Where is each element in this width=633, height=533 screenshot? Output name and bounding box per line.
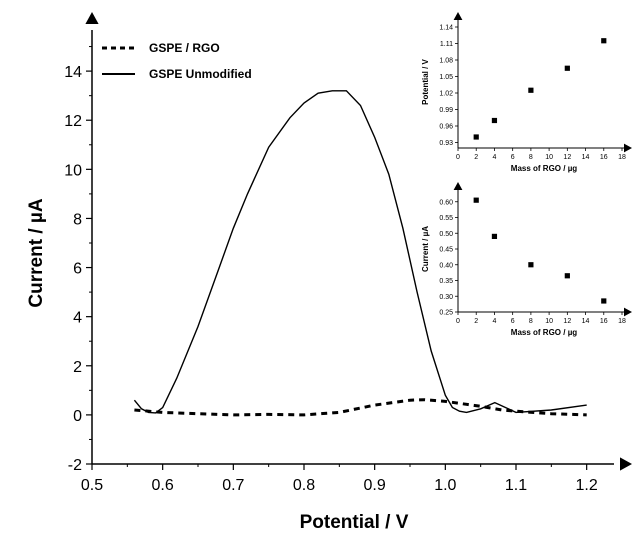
inset-bottom-y-axis-arrow <box>453 182 463 190</box>
inset-bottom-x-tick-label: 0 <box>456 318 460 325</box>
inset-top-x-tick-label: 10 <box>545 154 553 161</box>
inset-top-point <box>564 65 570 71</box>
inset-bottom-y-tick-label: 0.50 <box>439 231 453 238</box>
inset-bottom-x-tick-label: 10 <box>545 318 553 325</box>
inset-bottom-x-tick-label: 16 <box>600 318 608 325</box>
inset-top-point <box>473 134 479 140</box>
inset-top-x-tick-label: 18 <box>618 154 626 161</box>
inset-bottom-point <box>473 197 479 203</box>
inset-top-y-tick-label: 1.02 <box>439 91 453 98</box>
inset-top-y-tick-label: 0.99 <box>439 107 453 114</box>
inset-top-point <box>528 87 534 93</box>
inset-top-x-tick-label: 2 <box>474 154 478 161</box>
main-x-tick-label: 0.9 <box>364 477 386 494</box>
main-x-axis-title: Potential / V <box>300 512 409 533</box>
series-line-gspe-unmodified <box>133 90 587 414</box>
legend-label-0: GSPE / RGO <box>149 41 220 55</box>
inset-bottom-point <box>601 298 607 304</box>
main-y-axis-title: Current / µA <box>26 198 47 307</box>
main-x-tick-label: 1.2 <box>576 477 598 494</box>
inset-bottom-point <box>528 262 534 268</box>
inset-top-point <box>491 117 498 124</box>
inset-bottom-y-tick-label: 0.25 <box>439 310 453 317</box>
inset-bottom-y-tick-label: 0.35 <box>439 278 453 285</box>
main-y-tick-label: 6 <box>73 261 82 278</box>
inset-top-y-tick-label: 1.05 <box>439 74 453 81</box>
main-x-axis-arrow <box>620 457 632 471</box>
main-y-tick-label: -2 <box>68 457 82 474</box>
inset-top-point <box>601 38 607 44</box>
inset-top-x-axis-arrow <box>624 143 632 153</box>
main-y-tick-label: 0 <box>73 408 82 425</box>
inset-bottom-x-tick-label: 2 <box>474 318 478 325</box>
inset-top-x-axis-title: Mass of RGO / µg <box>511 164 578 173</box>
main-y-tick-label: 8 <box>73 211 82 228</box>
inset-top-x-tick-label: 8 <box>529 154 533 161</box>
inset-bottom-y-tick-label: 0.45 <box>439 247 453 254</box>
inset-top-y-tick-label: 0.93 <box>439 140 453 147</box>
legend-label-1: GSPE Unmodified <box>149 67 252 81</box>
main-y-tick-label: 14 <box>64 64 82 81</box>
inset-top-y-tick-label: 0.96 <box>439 124 453 131</box>
inset-bottom-x-axis-arrow <box>624 307 632 317</box>
inset-top-x-tick-label: 4 <box>492 154 496 161</box>
inset-bottom-y-tick-label: 0.55 <box>439 215 453 222</box>
main-x-tick-label: 0.7 <box>222 477 244 494</box>
inset-bottom-y-tick-label: 0.30 <box>439 294 453 301</box>
inset-bottom-y-axis-title: Current / µA <box>421 226 430 272</box>
main-y-tick-label: 10 <box>64 162 82 179</box>
main-x-tick-label: 1.1 <box>505 477 527 494</box>
inset-bottom-x-tick-label: 12 <box>563 318 571 325</box>
inset-bottom-x-tick-label: 14 <box>582 318 590 325</box>
inset-top-x-tick-label: 14 <box>582 154 590 161</box>
main-x-tick-label: 1.0 <box>434 477 456 494</box>
inset-top-y-tick-label: 1.14 <box>439 25 453 32</box>
inset-top-y-axis-title: Potential / V <box>421 58 430 104</box>
main-x-tick-label: 0.6 <box>152 477 174 494</box>
inset-bottom-point <box>564 273 570 279</box>
main-y-tick-label: 2 <box>73 359 82 376</box>
main-y-tick-label: 12 <box>64 113 82 130</box>
inset-bottom-x-tick-label: 6 <box>511 318 515 325</box>
inset-bottom-y-tick-label: 0.40 <box>439 262 453 269</box>
inset-top-y-tick-label: 1.11 <box>440 41 453 48</box>
inset-bottom-x-axis-title: Mass of RGO / µg <box>511 328 578 337</box>
inset-bottom-y-tick-label: 0.60 <box>439 199 453 206</box>
inset-top-x-tick-label: 16 <box>600 154 608 161</box>
inset-bottom-x-tick-label: 18 <box>618 318 626 325</box>
main-x-tick-label: 0.8 <box>293 477 315 494</box>
inset-bottom-x-tick-label: 8 <box>529 318 533 325</box>
inset-bottom-x-tick-label: 4 <box>492 318 496 325</box>
series-line-gspe-rgo <box>134 398 587 417</box>
main-x-tick-label: 0.5 <box>81 477 103 494</box>
inset-top-x-tick-label: 6 <box>511 154 515 161</box>
inset-top-y-axis-arrow <box>453 12 463 20</box>
inset-top-y-tick-label: 1.08 <box>439 58 453 65</box>
inset-top-x-tick-label: 0 <box>456 154 460 161</box>
main-y-tick-label: 4 <box>73 310 82 327</box>
inset-bottom-point <box>491 233 498 239</box>
main-y-axis-arrow <box>85 12 99 24</box>
inset-top-x-tick-label: 12 <box>563 154 571 161</box>
